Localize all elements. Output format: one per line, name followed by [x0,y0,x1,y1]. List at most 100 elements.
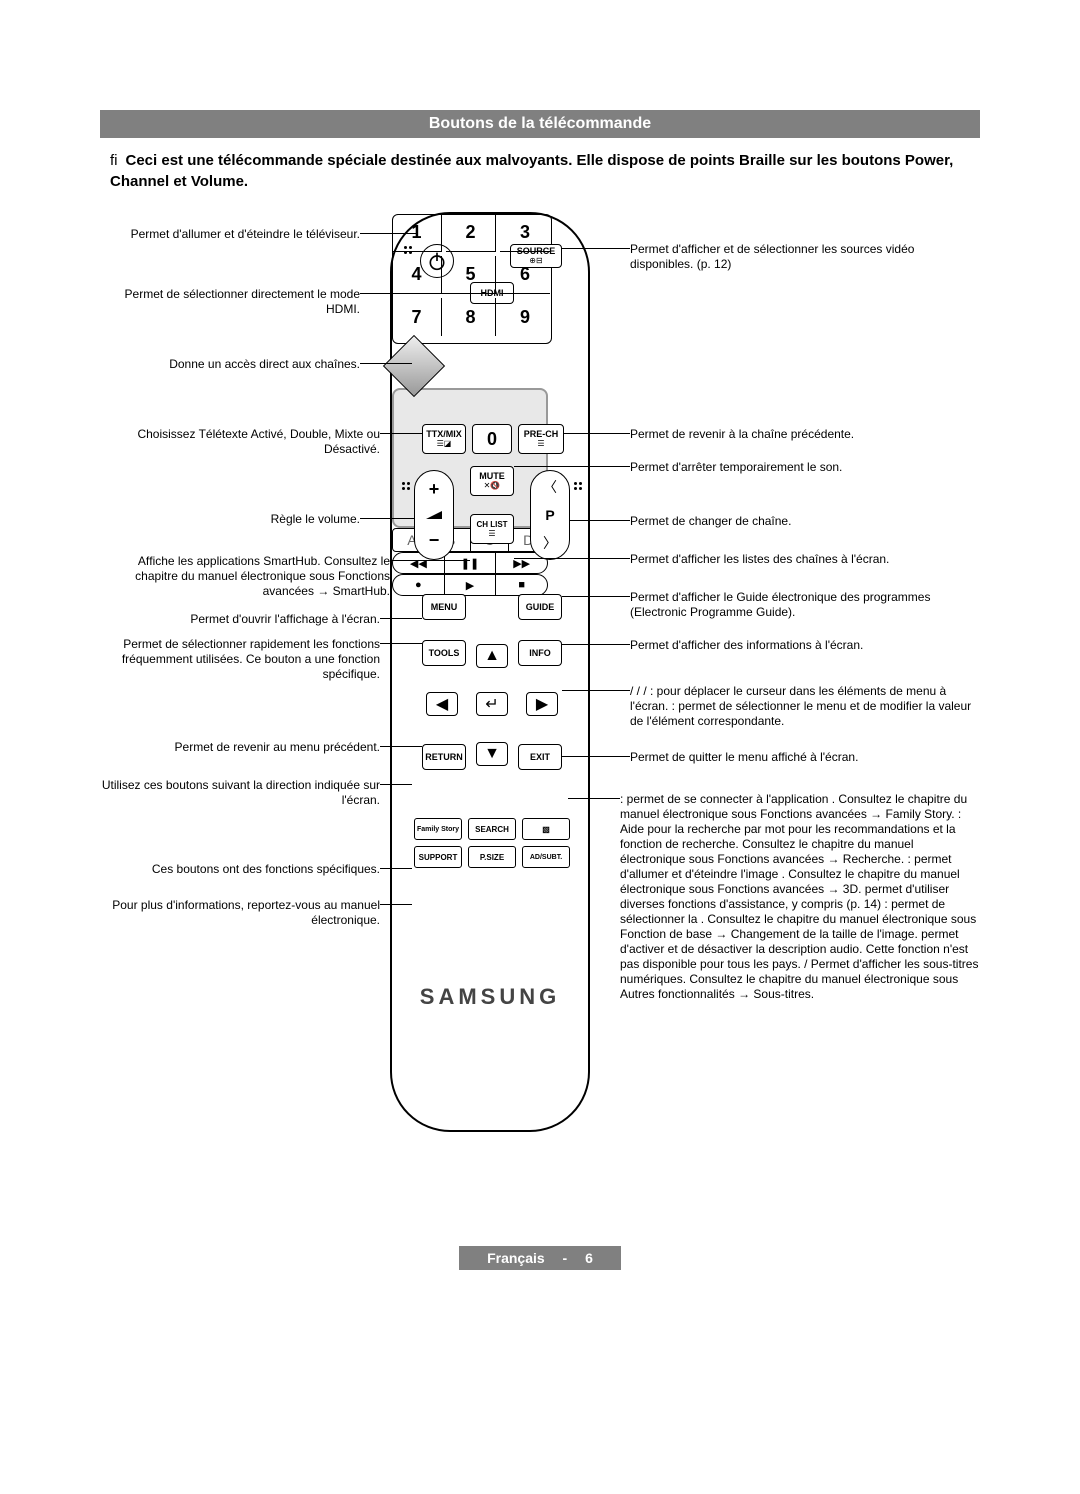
num-8: 8 [465,307,475,328]
volume-rocker: + − [414,470,454,560]
p-label: P [545,508,554,522]
play-icon: ▶ [445,575,497,595]
leader-line [380,433,422,434]
right-callout: Permet d'afﬁcher le Guide électronique d… [630,590,980,620]
transport-row-1: ◀◀ ❚❚ ▶▶ [392,552,548,574]
exit-button: EXIT [518,744,562,770]
chlist-button: CH LIST ☰ [470,514,514,544]
remote-outline: SOURCE ⊕⊟ HDMI 1 2 3 4 5 6 7 8 9 TTX/MIX… [390,212,590,1132]
chlist-label: CH LIST [476,521,507,529]
right-callout: Permet d'arrêter temporairement le son. [630,460,980,475]
left-callout: Utilisez ces boutons suivant la directio… [100,778,380,808]
num-5: 5 [465,264,475,285]
leader-line [562,690,630,691]
channel-rocker: 〈 P 〉 [530,470,570,560]
num-4: 4 [411,264,421,285]
leader-line [562,248,630,249]
left-callout: Choisissez Télétexte Activé, Double, Mix… [100,427,380,457]
dpad-down: ▼ [476,742,508,766]
left-callout: Donne un accès direct aux chaînes. [100,357,360,372]
search-button: SEARCH [468,818,516,840]
leader-line [564,433,630,434]
footer-page: 6 [571,1246,607,1270]
leader-line [570,520,630,521]
leader-line [514,558,630,559]
volume-icon [424,509,444,521]
left-callout: Permet d'allumer et d'éteindre le télévi… [100,227,360,242]
dpad-right: ▶ [526,692,558,716]
stop-icon: ■ [496,575,547,595]
left-callout: Règle le volume. [100,512,360,527]
right-callout: Permet de quitter le menu afﬁché à l'écr… [630,750,980,765]
adsubt-button: AD/SUBT. [522,846,570,868]
family-story-button: Family Story [414,818,462,840]
prech-button: PRE-CH ☰ [518,424,564,454]
dpad-ok: ↵ [476,692,508,716]
right-callout: : permet de se connecter à l'application… [620,792,980,1002]
left-callout: Permet d'ouvrir l'afﬁchage à l'écran. [100,612,380,627]
info-button: INFO [518,640,562,666]
brand-logo: SAMSUNG [392,984,588,1010]
leader-line [380,904,412,905]
remote-diagram: SOURCE ⊕⊟ HDMI 1 2 3 4 5 6 7 8 9 TTX/MIX… [100,212,980,1262]
left-callout: Permet de revenir au menu précédent. [100,740,380,755]
right-callout: Permet de revenir à la chaîne précédente… [630,427,980,442]
num-7: 7 [411,307,421,328]
support-button: SUPPORT [414,846,462,868]
page: Boutons de la télécommande ﬁCeci est une… [100,110,980,1262]
leader-line [514,466,630,467]
right-callout: Permet de changer de chaîne. [630,514,980,529]
leader-line [568,798,620,799]
psize-button: P.SIZE [468,846,516,868]
guide-button: GUIDE [518,594,562,620]
leader-line [562,756,630,757]
leader-line [380,746,422,747]
leader-line [360,363,412,364]
leader-line [380,618,422,619]
mute-button: MUTE ✕🔇 [470,466,514,496]
right-callout: / / / : pour déplacer le curseur dans le… [630,684,980,729]
intro-text: ﬁCeci est une télécommande spéciale dest… [100,150,980,192]
guide-label: GUIDE [526,603,555,612]
page-footer: Français - 6 [0,1250,1080,1268]
left-callout: Pour plus d'informations, reportez-vous … [100,898,380,928]
left-callout: Ces boutons ont des fonctions spéciﬁques… [100,862,380,877]
pause-icon: ❚❚ [445,553,497,573]
num-3: 3 [520,222,530,243]
return-label: RETURN [425,753,463,762]
leader-line [390,560,470,561]
leader-line [380,643,422,644]
leader-line [360,518,414,519]
right-callout: Permet d'afﬁcher des informations à l'éc… [630,638,980,653]
footer-lang: Français [473,1246,559,1270]
return-button: RETURN [422,744,466,770]
leader-line [360,233,418,234]
dpad-up: ▲ [476,644,508,668]
num-9: 9 [520,307,530,328]
ttx-button: TTX/MIX ☰◪ [422,424,466,454]
record-icon: ● [393,575,445,595]
ttx-label: TTX/MIX [426,430,462,439]
menu-label: MENU [431,603,458,612]
left-callout: Permet de sélectionner rapidement les fo… [100,637,380,682]
left-callout: Permet de sélectionner directement le mo… [100,287,360,317]
num-6: 6 [520,264,530,285]
info-label: INFO [529,649,551,658]
left-callout: Afﬁche les applications SmartHub. Consul… [100,554,390,599]
right-callout: Permet d'afﬁcher et de sélectionner les … [630,242,980,272]
leader-line [562,596,630,597]
num-0: 0 [472,424,512,454]
prech-label: PRE-CH [524,430,559,439]
leader-line [380,868,412,869]
tools-button: TOOLS [422,640,466,666]
leader-line [360,293,468,294]
tools-label: TOOLS [429,649,460,658]
transport-row-2: ● ▶ ■ [392,574,548,596]
exit-label: EXIT [530,753,550,762]
3d-button: ▧ [522,818,570,840]
right-callout: Permet d'afﬁcher les listes des chaînes … [630,552,980,567]
num-2: 2 [465,222,475,243]
menu-button: MENU [422,594,466,620]
leader-line [562,644,630,645]
mute-label: MUTE [479,472,505,481]
